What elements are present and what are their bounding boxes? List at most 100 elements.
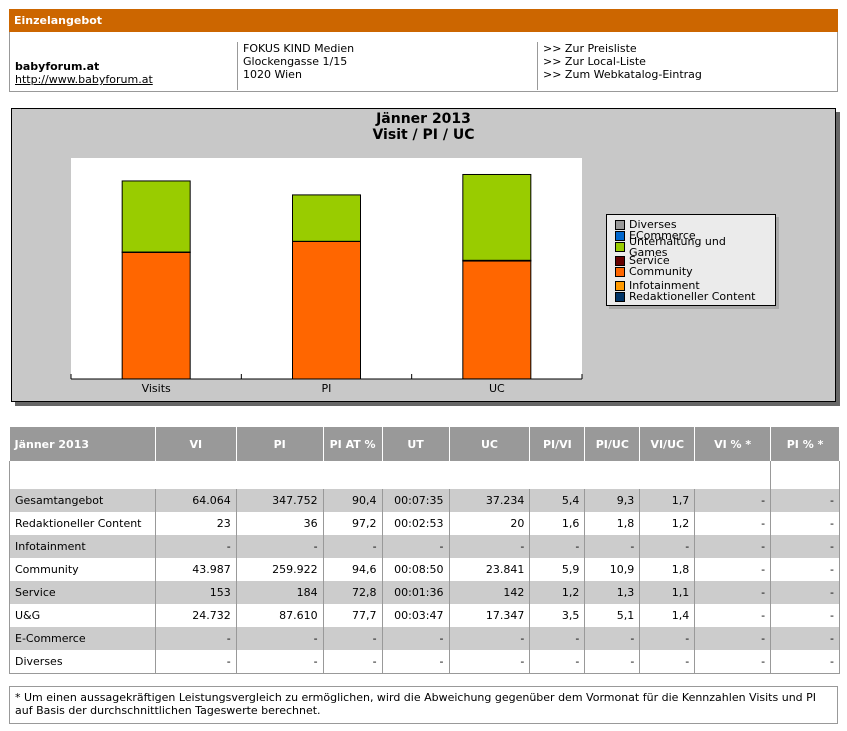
column-header: VI/UC — [639, 427, 696, 461]
table-cell: - — [639, 535, 696, 558]
spacer-cell — [8, 461, 771, 489]
table-cell: - — [236, 650, 324, 674]
table-cell: 36 — [236, 512, 324, 535]
table-cell: 23.841 — [449, 558, 531, 581]
table-cell: - — [694, 558, 772, 581]
table-cell: - — [382, 627, 450, 650]
table-row: Diverses - - - - - - - - - - — [9, 650, 840, 674]
table-row: U&G 24.732 87.610 77,7 00:03:47 17.347 3,5 5,1 1… — [9, 604, 840, 627]
column-header: UT — [382, 427, 450, 461]
publisher-address: FOKUS KIND Medien Glockengasse 1/15 1020… — [237, 42, 354, 90]
table-cell: 72,8 — [323, 581, 383, 604]
table-cell: - — [449, 535, 531, 558]
section-title: Einzelangebot — [14, 14, 103, 27]
column-header: VI — [155, 427, 237, 461]
column-header: PI AT % — [323, 427, 383, 461]
chart-panel: Jänner 2013 Visit / PI / UC Visits PI UC D… — [11, 108, 836, 402]
stacked-bar-chart: Visits PI UC — [70, 158, 583, 395]
table-cell: 20 — [449, 512, 531, 535]
table-cell: 5,4 — [529, 489, 586, 512]
column-header: PI/UC — [584, 427, 641, 461]
table-cell: - — [694, 650, 772, 674]
table-cell: - — [155, 627, 237, 650]
table-cell: - — [770, 558, 840, 581]
table-cell: - — [529, 650, 586, 674]
site-info-box: babyforum.at http://www.babyforum.at FOK… — [9, 32, 838, 92]
legend-swatch — [615, 255, 625, 266]
table-cell: 1,3 — [584, 581, 641, 604]
table-cell: 24.732 — [155, 604, 237, 627]
table-cell: - — [449, 650, 531, 674]
legend-swatch — [615, 291, 625, 302]
legend-item: ECommerce — [615, 230, 767, 241]
table-cell: 00:07:35 — [382, 489, 450, 512]
table-cell: - — [449, 627, 531, 650]
table-cell: 1,6 — [529, 512, 586, 535]
bar-segment — [462, 173, 532, 261]
chart-subtitle: Visit / PI / UC — [372, 127, 475, 143]
table-cell: - — [639, 650, 696, 674]
legend-label: Unterhaltung und Games — [629, 234, 726, 259]
table-cell: - — [155, 535, 237, 558]
site-url-link[interactable]: http://www.babyforum.at — [15, 73, 153, 86]
table-cell: - — [694, 604, 772, 627]
table-cell: 00:03:47 — [382, 604, 450, 627]
table-cell: - — [382, 650, 450, 674]
table-cell: - — [694, 627, 772, 650]
table-cell: 97,2 — [323, 512, 383, 535]
legend-label: Service — [629, 254, 670, 267]
table-cell: - — [323, 535, 383, 558]
legend-swatch — [615, 266, 625, 277]
table-cell: 347.752 — [236, 489, 324, 512]
legend-swatch — [615, 241, 625, 252]
bar-segment — [121, 251, 191, 380]
table-cell: 00:02:53 — [382, 512, 450, 535]
table-cell: 90,4 — [323, 489, 383, 512]
x-tick-label: PI — [322, 382, 332, 395]
legend-item: Unterhaltung und Games — [615, 236, 767, 258]
table-cell: - — [770, 581, 840, 604]
table-header-row: Jänner 2013 VI PI PI AT % UT UC PI/VI PI/UC VI/U… — [9, 427, 840, 461]
site-identity: babyforum.at http://www.babyforum.at — [15, 60, 153, 86]
table-cell: - — [694, 512, 772, 535]
site-name: babyforum.at — [15, 60, 100, 73]
table-row: E-Commerce - - - - - - - - - - — [9, 627, 840, 650]
table-cell: Service — [9, 581, 156, 604]
table-cell: Diverses — [9, 650, 156, 674]
table-row: Community 43.987 259.922 94,6 00:08:50 23.841… — [9, 558, 840, 581]
legend-item: Diverses — [615, 219, 767, 230]
table-cell: - — [770, 604, 840, 627]
table-cell: Infotainment — [9, 535, 156, 558]
publisher-name: FOKUS KIND Medien — [243, 42, 355, 55]
bar-segment — [292, 240, 361, 380]
table-cell: - — [155, 650, 237, 674]
table-cell: - — [236, 627, 324, 650]
spacer-row — [8, 461, 840, 489]
table-cell: 1,4 — [639, 604, 696, 627]
table-cell: - — [382, 535, 450, 558]
table-cell: 1,8 — [584, 512, 641, 535]
legend-swatch — [615, 280, 625, 291]
column-header: PI — [236, 427, 324, 461]
publisher-street: Glockengasse 1/15 — [243, 55, 348, 68]
column-header: PI % * — [770, 427, 840, 461]
table-cell: 77,7 — [323, 604, 383, 627]
table-cell: 1,2 — [639, 512, 696, 535]
column-header: Jänner 2013 — [9, 427, 156, 461]
table-cell: - — [639, 627, 696, 650]
table-cell: 37.234 — [449, 489, 531, 512]
footnote: * Um einen aussagekräftigen Leistungsver… — [9, 686, 838, 724]
table-cell: 10,9 — [584, 558, 641, 581]
table-cell: 9,3 — [584, 489, 641, 512]
column-header: UC — [449, 427, 531, 461]
link-local-liste[interactable]: >> Zur Local-Liste — [543, 55, 646, 68]
table-row: Service 153 184 72,8 00:01:36 142 1,2 1,3 1,1- - — [9, 581, 840, 604]
table-cell: 23 — [155, 512, 237, 535]
publisher-city: 1020 Wien — [243, 68, 302, 81]
legend-item: Community — [615, 266, 767, 277]
link-webkatalog[interactable]: >> Zum Webkatalog-Eintrag — [543, 68, 702, 81]
section-header: Einzelangebot — [9, 9, 838, 32]
table-cell: 1,2 — [529, 581, 586, 604]
chart-title: Jänner 2013 — [376, 111, 471, 127]
link-preisliste[interactable]: >> Zur Preisliste — [543, 42, 637, 55]
